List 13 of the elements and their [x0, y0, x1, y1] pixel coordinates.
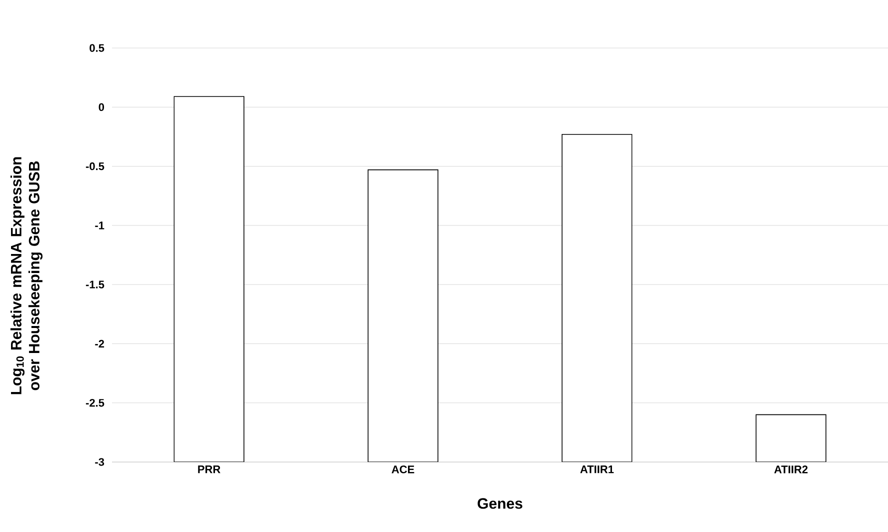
x-tick-label: ATIIR1 [580, 466, 614, 474]
y-tick-label: 0.5 [90, 44, 104, 52]
y-tick-label: -0.5 [86, 162, 104, 170]
x-tick-label: ACE [392, 466, 414, 474]
x-axis-title: Genes [478, 498, 522, 509]
x-tick-label: ATIIR2 [774, 466, 808, 474]
y-tick-label: -3 [95, 458, 104, 466]
y-tick-label: 0 [98, 103, 104, 112]
y-tick-label: -2.5 [86, 398, 104, 407]
x-tick-label: PRR [198, 466, 220, 474]
y-tick-label: -1.5 [86, 280, 104, 288]
y-tick-label: -2 [95, 340, 104, 348]
y-tick-label: -1 [95, 222, 104, 230]
